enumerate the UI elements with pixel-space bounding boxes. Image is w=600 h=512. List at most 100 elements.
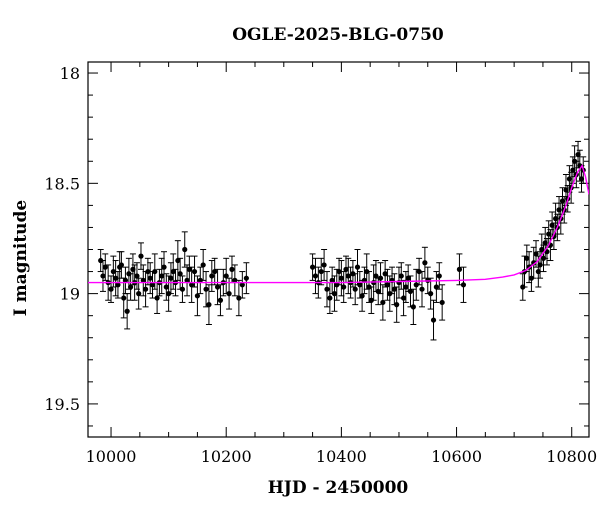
data-point	[422, 260, 428, 266]
y-axis-label: I magnitude	[11, 200, 31, 317]
data-point	[373, 273, 379, 279]
data-point	[460, 282, 467, 288]
data-point	[430, 317, 437, 323]
y-tick-label: 19.5	[44, 395, 80, 414]
data-point	[163, 284, 169, 290]
data-point	[394, 302, 400, 308]
data-point	[433, 284, 439, 290]
data-point	[102, 264, 108, 270]
chart-title: OGLE-2025-BLG-0750	[232, 25, 444, 45]
data-point	[212, 268, 218, 275]
model-curve	[88, 164, 589, 284]
data-point	[338, 275, 344, 281]
data-point	[175, 257, 181, 264]
x-tick-label: 10600	[431, 447, 482, 466]
data-point	[152, 268, 158, 275]
data-point	[122, 277, 129, 283]
data-point	[403, 284, 409, 290]
data-point	[341, 284, 347, 290]
data-point	[170, 268, 176, 275]
data-point	[239, 282, 245, 288]
data-point	[110, 268, 116, 275]
data-point	[533, 251, 539, 257]
data-point	[327, 295, 333, 301]
data-point	[186, 266, 192, 272]
data-point	[329, 277, 335, 283]
plot-frame	[87, 61, 590, 438]
data-point	[380, 299, 386, 306]
data-point	[191, 268, 198, 275]
data-point	[147, 275, 153, 281]
data-point	[189, 282, 195, 288]
data-point	[384, 282, 391, 288]
data-point	[138, 253, 144, 259]
data-point	[229, 266, 235, 272]
data-point	[206, 302, 212, 308]
data-point	[142, 286, 149, 292]
y-tick-label: 19	[60, 285, 80, 304]
data-point	[318, 268, 324, 275]
y-tick-label: 18.5	[44, 174, 80, 193]
y-tick-label: 18	[60, 64, 80, 83]
data-point	[200, 262, 206, 268]
data-point	[236, 295, 242, 301]
data-point	[115, 282, 121, 288]
data-point	[159, 273, 165, 279]
data-point	[232, 277, 238, 283]
data-point	[456, 266, 463, 272]
data-point	[375, 288, 381, 295]
data-point	[309, 264, 316, 270]
data-point	[113, 275, 119, 281]
data-point	[343, 266, 349, 272]
data-point	[226, 291, 232, 297]
data-point	[428, 291, 434, 297]
data-point	[124, 308, 130, 314]
data-point	[108, 286, 114, 292]
data-point	[203, 286, 209, 292]
data-point	[121, 295, 127, 301]
data-point	[391, 286, 397, 292]
data-point	[359, 293, 365, 299]
data-point	[154, 295, 160, 301]
data-point	[382, 271, 388, 277]
data-point	[194, 293, 201, 299]
data-point	[145, 268, 151, 275]
data-point	[214, 284, 221, 290]
data-point	[217, 297, 224, 303]
x-axis-label: HJD - 2450000	[268, 478, 409, 498]
data-point	[149, 282, 156, 288]
x-tick-label: 10000	[86, 447, 137, 466]
data-point	[336, 268, 342, 275]
data-point	[410, 304, 416, 310]
plot-area: 10000 10200 10400 10600 10800 18 18.5 19 19.5	[44, 61, 597, 466]
data-point	[357, 282, 363, 288]
data-point	[400, 295, 407, 301]
data-point	[345, 273, 351, 279]
data-point	[134, 273, 140, 279]
data-point	[324, 286, 330, 292]
data-point	[405, 275, 411, 281]
data-point	[312, 273, 319, 279]
data-point	[377, 275, 384, 281]
data-point	[136, 291, 142, 297]
data-point	[436, 273, 442, 279]
data-point	[177, 271, 183, 277]
data-point	[209, 273, 215, 279]
x-tick-label: 10400	[316, 447, 367, 466]
data-point	[524, 255, 530, 261]
data-point	[223, 273, 229, 279]
data-point	[128, 284, 134, 290]
x-tick-label: 10800	[546, 447, 597, 466]
data-point	[243, 275, 249, 281]
data-point	[352, 286, 358, 292]
data-point	[184, 277, 190, 283]
data-point	[407, 288, 414, 295]
data-point	[140, 277, 146, 283]
data-point	[419, 286, 425, 292]
data-point	[439, 299, 445, 306]
data-point	[331, 291, 338, 297]
data-point	[182, 246, 188, 253]
data-point	[398, 273, 404, 279]
data-point	[321, 262, 327, 268]
